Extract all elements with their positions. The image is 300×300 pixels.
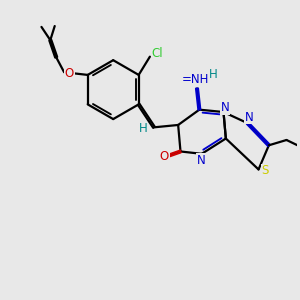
Text: N: N <box>220 101 229 114</box>
Text: H: H <box>209 68 218 81</box>
Text: O: O <box>160 150 169 163</box>
Text: N: N <box>245 111 254 124</box>
Text: O: O <box>65 67 74 80</box>
Text: N: N <box>197 154 206 167</box>
Text: =NH: =NH <box>182 73 209 86</box>
Text: Cl: Cl <box>152 47 163 60</box>
Text: H: H <box>138 122 147 135</box>
Text: S: S <box>261 164 269 177</box>
